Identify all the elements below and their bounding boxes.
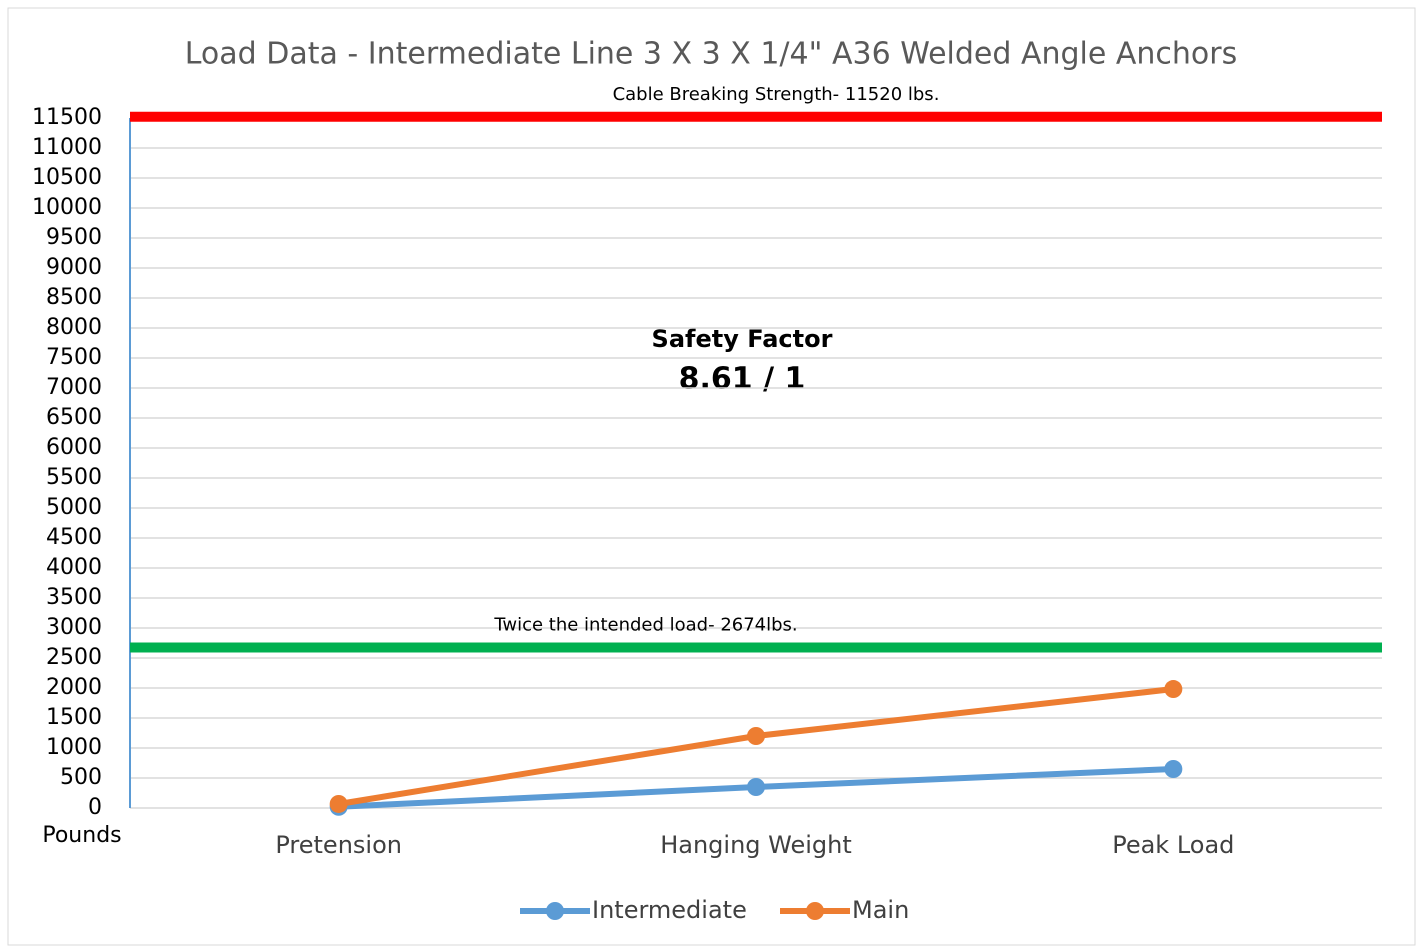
- y-tick-label: 8500: [46, 285, 102, 310]
- annotation: Safety Factor: [652, 325, 833, 353]
- x-tick-label: Pretension: [275, 831, 402, 859]
- y-tick-label: 2500: [46, 645, 102, 670]
- marker: [1164, 680, 1183, 699]
- y-tick-label: 500: [60, 765, 102, 790]
- marker: [747, 727, 765, 745]
- x-tick-label: Peak Load: [1112, 831, 1234, 859]
- reference-label: Twice the intended load- 2674lbs.: [493, 615, 797, 636]
- y-tick-label: 5000: [46, 495, 102, 520]
- y-tick-label: 11500: [32, 105, 102, 130]
- y-tick-label: 10500: [32, 165, 102, 190]
- marker: [747, 778, 765, 796]
- y-axis-label: Pounds: [42, 823, 121, 848]
- marker: [329, 794, 348, 813]
- y-tick-label: 4000: [46, 555, 102, 580]
- y-tick-label: 1500: [46, 705, 102, 730]
- legend-label: Intermediate: [592, 896, 747, 924]
- y-tick-label: 1000: [46, 735, 102, 760]
- legend-label: Main: [852, 896, 909, 924]
- y-tick-label: 2000: [46, 675, 102, 700]
- y-tick-label: 6500: [46, 405, 102, 430]
- y-tick-label: 0: [88, 795, 102, 820]
- reference-label: Cable Breaking Strength- 11520 lbs.: [613, 84, 940, 105]
- y-tick-label: 3000: [46, 615, 102, 640]
- legend-marker: [806, 902, 824, 920]
- y-tick-label: 9500: [46, 225, 102, 250]
- y-tick-label: 4500: [46, 525, 102, 550]
- y-tick-label: 5500: [46, 465, 102, 490]
- y-tick-label: 11000: [32, 135, 102, 160]
- y-tick-label: 7000: [46, 375, 102, 400]
- marker: [1164, 760, 1183, 778]
- y-tick-label: 7500: [46, 345, 102, 370]
- y-tick-label: 3500: [46, 585, 102, 610]
- chart-title: Load Data - Intermediate Line 3 X 3 X 1/…: [185, 37, 1238, 72]
- y-tick-label: 9000: [46, 255, 102, 280]
- y-tick-label: 8000: [46, 315, 102, 340]
- y-tick-label: 10000: [32, 195, 102, 220]
- annotation: 8.61 / 1: [679, 362, 806, 397]
- legend-marker: [546, 902, 564, 920]
- x-tick-label: Hanging Weight: [660, 831, 852, 859]
- y-tick-label: 6000: [46, 435, 102, 460]
